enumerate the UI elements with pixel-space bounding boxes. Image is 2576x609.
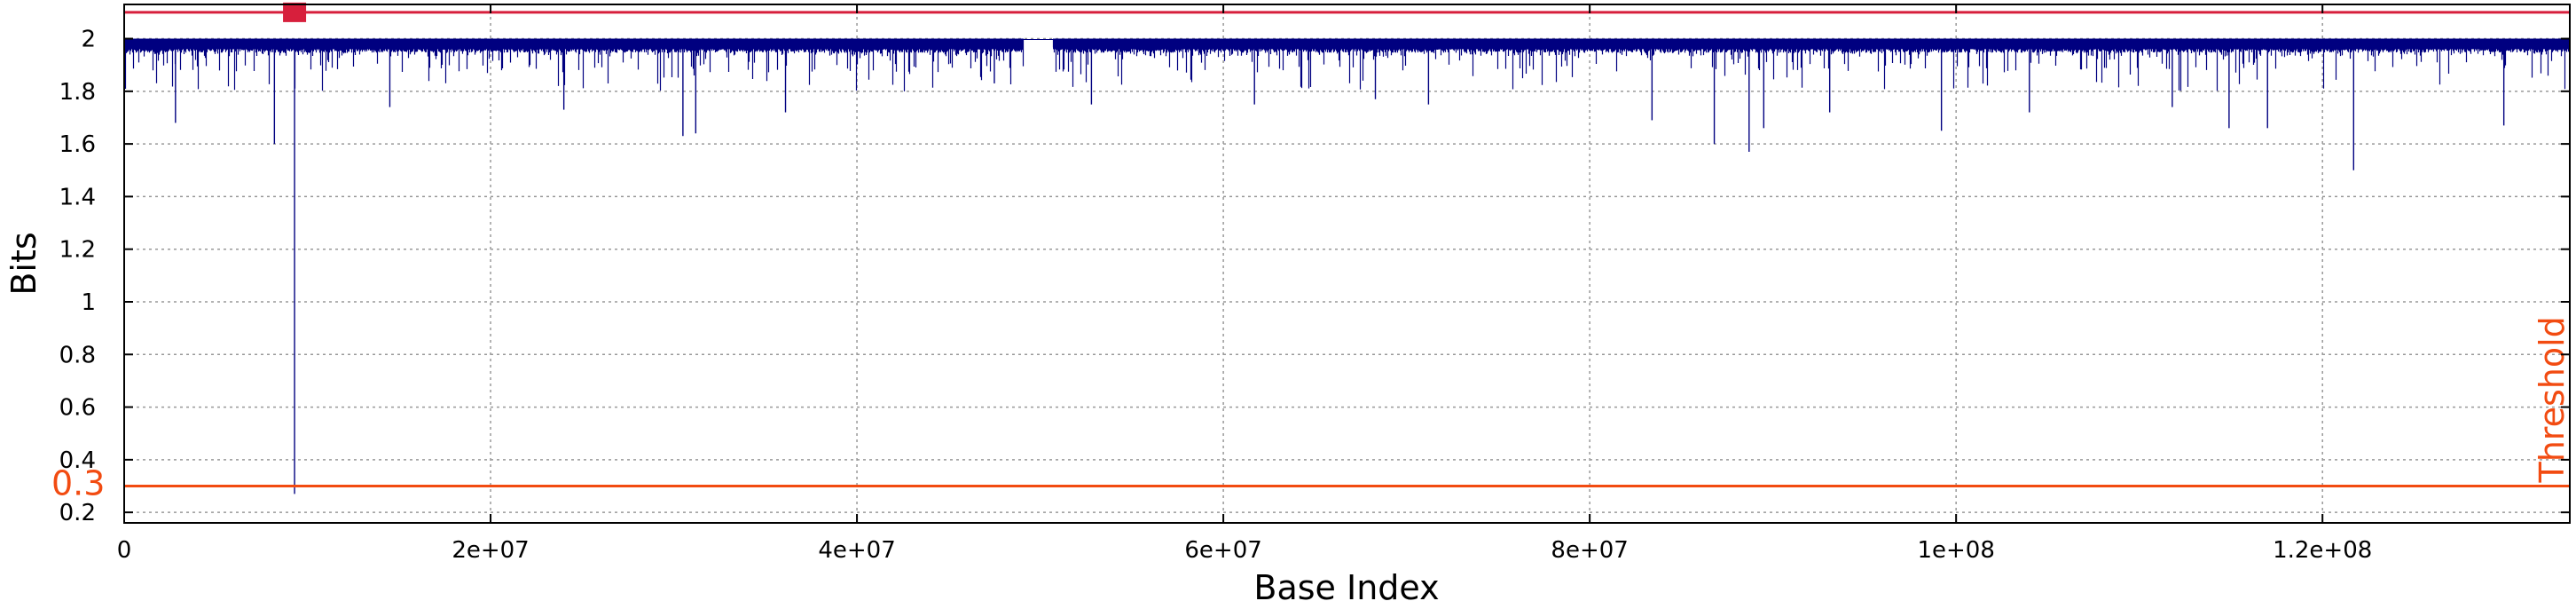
y-tick-label: 1.4	[59, 184, 96, 210]
signal-series	[123, 38, 2571, 494]
y-tick-label: 0.6	[59, 395, 96, 422]
axis-ticks: 0.2 0.4 0.6 0.8 1 1.2 1.4 1.6 1.8 2 0 2e+07 4e+07 6e+…	[59, 4, 2570, 564]
x-tick-label: 8e+07	[1551, 537, 1628, 564]
x-tick-label: 1.2e+08	[2273, 537, 2372, 564]
signal-band	[1053, 38, 2570, 50]
y-tick-label: 1.6	[59, 131, 96, 158]
threshold-value-label: 0.3	[51, 463, 105, 502]
y-tick-label: 0.4	[59, 447, 96, 474]
y-tick-label: 2	[81, 27, 96, 53]
y-tick-label: 1.2	[59, 237, 96, 264]
y-tick-label: 1.8	[59, 79, 96, 106]
y-tick-label: 1	[81, 289, 96, 316]
y-axis-title: Bits	[4, 232, 43, 295]
markers	[283, 2, 307, 22]
x-axis-title: Base Index	[1253, 568, 1439, 607]
plot-frame	[123, 4, 2571, 524]
x-tick-label: 6e+07	[1184, 537, 1261, 564]
reference-lines: 0.3 Threshold	[51, 11, 2572, 502]
x-tick-label: 1e+08	[1917, 537, 1994, 564]
x-tick-label: 0	[117, 537, 132, 564]
y-tick-label: 0.8	[59, 342, 96, 368]
threshold-label: Threshold	[2533, 316, 2572, 483]
marker-square	[283, 2, 307, 22]
signal-band	[124, 38, 1024, 50]
y-tick-label: 0.2	[59, 500, 96, 526]
x-tick-label: 4e+07	[818, 537, 895, 564]
x-tick-label: 2e+07	[452, 537, 529, 564]
